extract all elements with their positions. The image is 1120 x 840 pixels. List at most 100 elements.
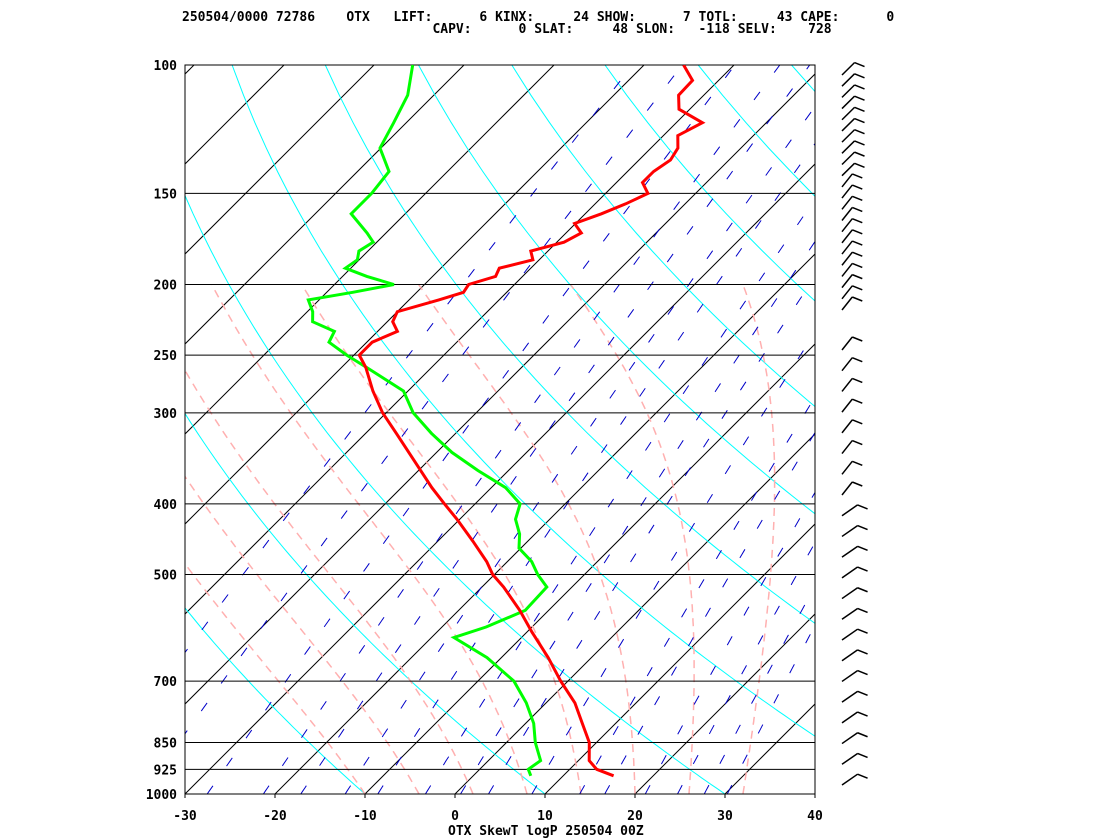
wind-barb-flag xyxy=(854,106,865,113)
wind-barb xyxy=(841,732,858,745)
wind-barb xyxy=(841,140,856,154)
wind-barb-flag xyxy=(857,587,868,593)
wind-barb xyxy=(841,336,853,351)
moist-adiabat-line xyxy=(185,562,366,794)
isotherm-line xyxy=(185,73,815,705)
wind-barb xyxy=(841,251,853,266)
wind-barb xyxy=(841,649,858,662)
moist-adiabat-line xyxy=(569,284,695,794)
plot-frame xyxy=(184,64,816,795)
wind-barb xyxy=(841,377,853,392)
moist-adiabat-lines xyxy=(185,284,776,794)
pressure-tick-label: 700 xyxy=(154,675,178,690)
temperature-tick-label: 40 xyxy=(807,809,823,824)
wind-barb xyxy=(841,129,856,143)
dry-adiabat-line xyxy=(185,607,366,794)
wind-barb-flag xyxy=(857,711,868,717)
wind-barb-flag xyxy=(852,273,863,280)
pressure-tick-label: 150 xyxy=(154,187,178,202)
moist-adiabat-line xyxy=(301,284,582,794)
wind-barb xyxy=(841,773,858,786)
wind-barb-flag xyxy=(857,649,868,655)
temperature-tick-label: -30 xyxy=(173,809,197,824)
wind-barb xyxy=(841,296,853,311)
wind-barb xyxy=(841,162,856,177)
wind-barb xyxy=(841,628,858,641)
wind-barb-flag xyxy=(857,628,868,634)
wind-barb xyxy=(841,218,853,233)
wind-barb xyxy=(841,262,853,277)
mixing-ratio-line xyxy=(726,624,815,794)
mixing-ratio-line xyxy=(604,431,815,794)
isotherm-lines xyxy=(185,65,815,794)
wind-barb-flag xyxy=(852,173,863,179)
wind-barb xyxy=(841,285,853,300)
wind-barb-flag xyxy=(852,195,863,201)
pressure-tick-label: 1000 xyxy=(146,788,177,803)
wind-barb-flag xyxy=(857,752,868,759)
wind-barb xyxy=(841,607,858,620)
wind-barb-flag xyxy=(852,439,863,446)
wind-barb-flag xyxy=(854,73,865,79)
pressure-axis-labels: 100 150 200 250 300 400 500 700 850 925 1000 xyxy=(146,59,177,803)
wind-barb-flag xyxy=(852,229,863,235)
wind-barb xyxy=(841,669,858,683)
moist-adiabat-line xyxy=(211,284,528,794)
isotherm-line xyxy=(364,343,815,794)
dewpoint-profile xyxy=(306,65,549,777)
wind-barb xyxy=(841,106,856,121)
wind-barb-flag xyxy=(852,240,863,246)
pressure-tick-label: 100 xyxy=(154,59,178,74)
dewpoint-line xyxy=(306,65,549,777)
wind-barb xyxy=(841,711,858,724)
pressure-tick-label: 500 xyxy=(154,569,178,584)
mixing-ratio-line xyxy=(460,240,815,794)
isotherm-line xyxy=(185,65,555,435)
mixing-ratio-line xyxy=(185,65,683,735)
wind-barb xyxy=(841,118,856,132)
wind-barb xyxy=(841,398,853,413)
temperature-line xyxy=(357,65,706,778)
mixing-ratio-line xyxy=(488,275,815,794)
mixing-ratio-line xyxy=(531,331,815,794)
wind-barb-flag xyxy=(852,336,863,342)
mixing-ratio-line xyxy=(206,65,736,794)
isotherm-line xyxy=(185,65,375,255)
wind-barb xyxy=(841,752,858,765)
dry-adiabat-line xyxy=(511,65,815,408)
wind-barb-flag xyxy=(852,285,863,291)
isotherm-line xyxy=(544,523,815,794)
dry-adiabat-line xyxy=(697,65,815,197)
wind-barb-flag xyxy=(857,732,868,738)
wind-barb xyxy=(841,545,858,558)
wind-barb-flag xyxy=(852,377,863,384)
pressure-tick-label: 200 xyxy=(154,278,178,293)
isotherm-line xyxy=(454,433,815,794)
temperature-tick-label: 10 xyxy=(537,809,553,824)
pressure-tick-label: 850 xyxy=(154,737,178,752)
wind-barb-flag xyxy=(852,206,863,213)
dry-adiabat-line xyxy=(324,65,815,625)
isotherm-line xyxy=(185,65,645,525)
temperature-tick-label: 20 xyxy=(627,809,643,824)
isotherm-line xyxy=(185,65,735,615)
wind-barb xyxy=(841,460,853,475)
wind-barb xyxy=(841,184,853,199)
wind-barb xyxy=(841,504,858,517)
pressure-tick-label: 250 xyxy=(154,349,178,364)
wind-barb-flag xyxy=(852,296,863,302)
wind-barb-flag xyxy=(857,504,868,510)
wind-barb-flag xyxy=(854,61,865,68)
wind-barb-flag xyxy=(854,151,865,157)
wind-barb xyxy=(841,151,856,166)
temperature-tick-label: -10 xyxy=(353,809,377,824)
isotherm-line xyxy=(274,253,815,794)
dry-adiabat-line xyxy=(885,65,1120,794)
mixing-ratio-line xyxy=(262,65,781,794)
isotherm-line xyxy=(185,65,465,345)
temperature-tick-label: -20 xyxy=(263,809,287,824)
pressure-tick-label: 300 xyxy=(154,407,178,422)
wind-barb-flag xyxy=(854,162,865,169)
mixing-ratio-line xyxy=(644,491,815,794)
